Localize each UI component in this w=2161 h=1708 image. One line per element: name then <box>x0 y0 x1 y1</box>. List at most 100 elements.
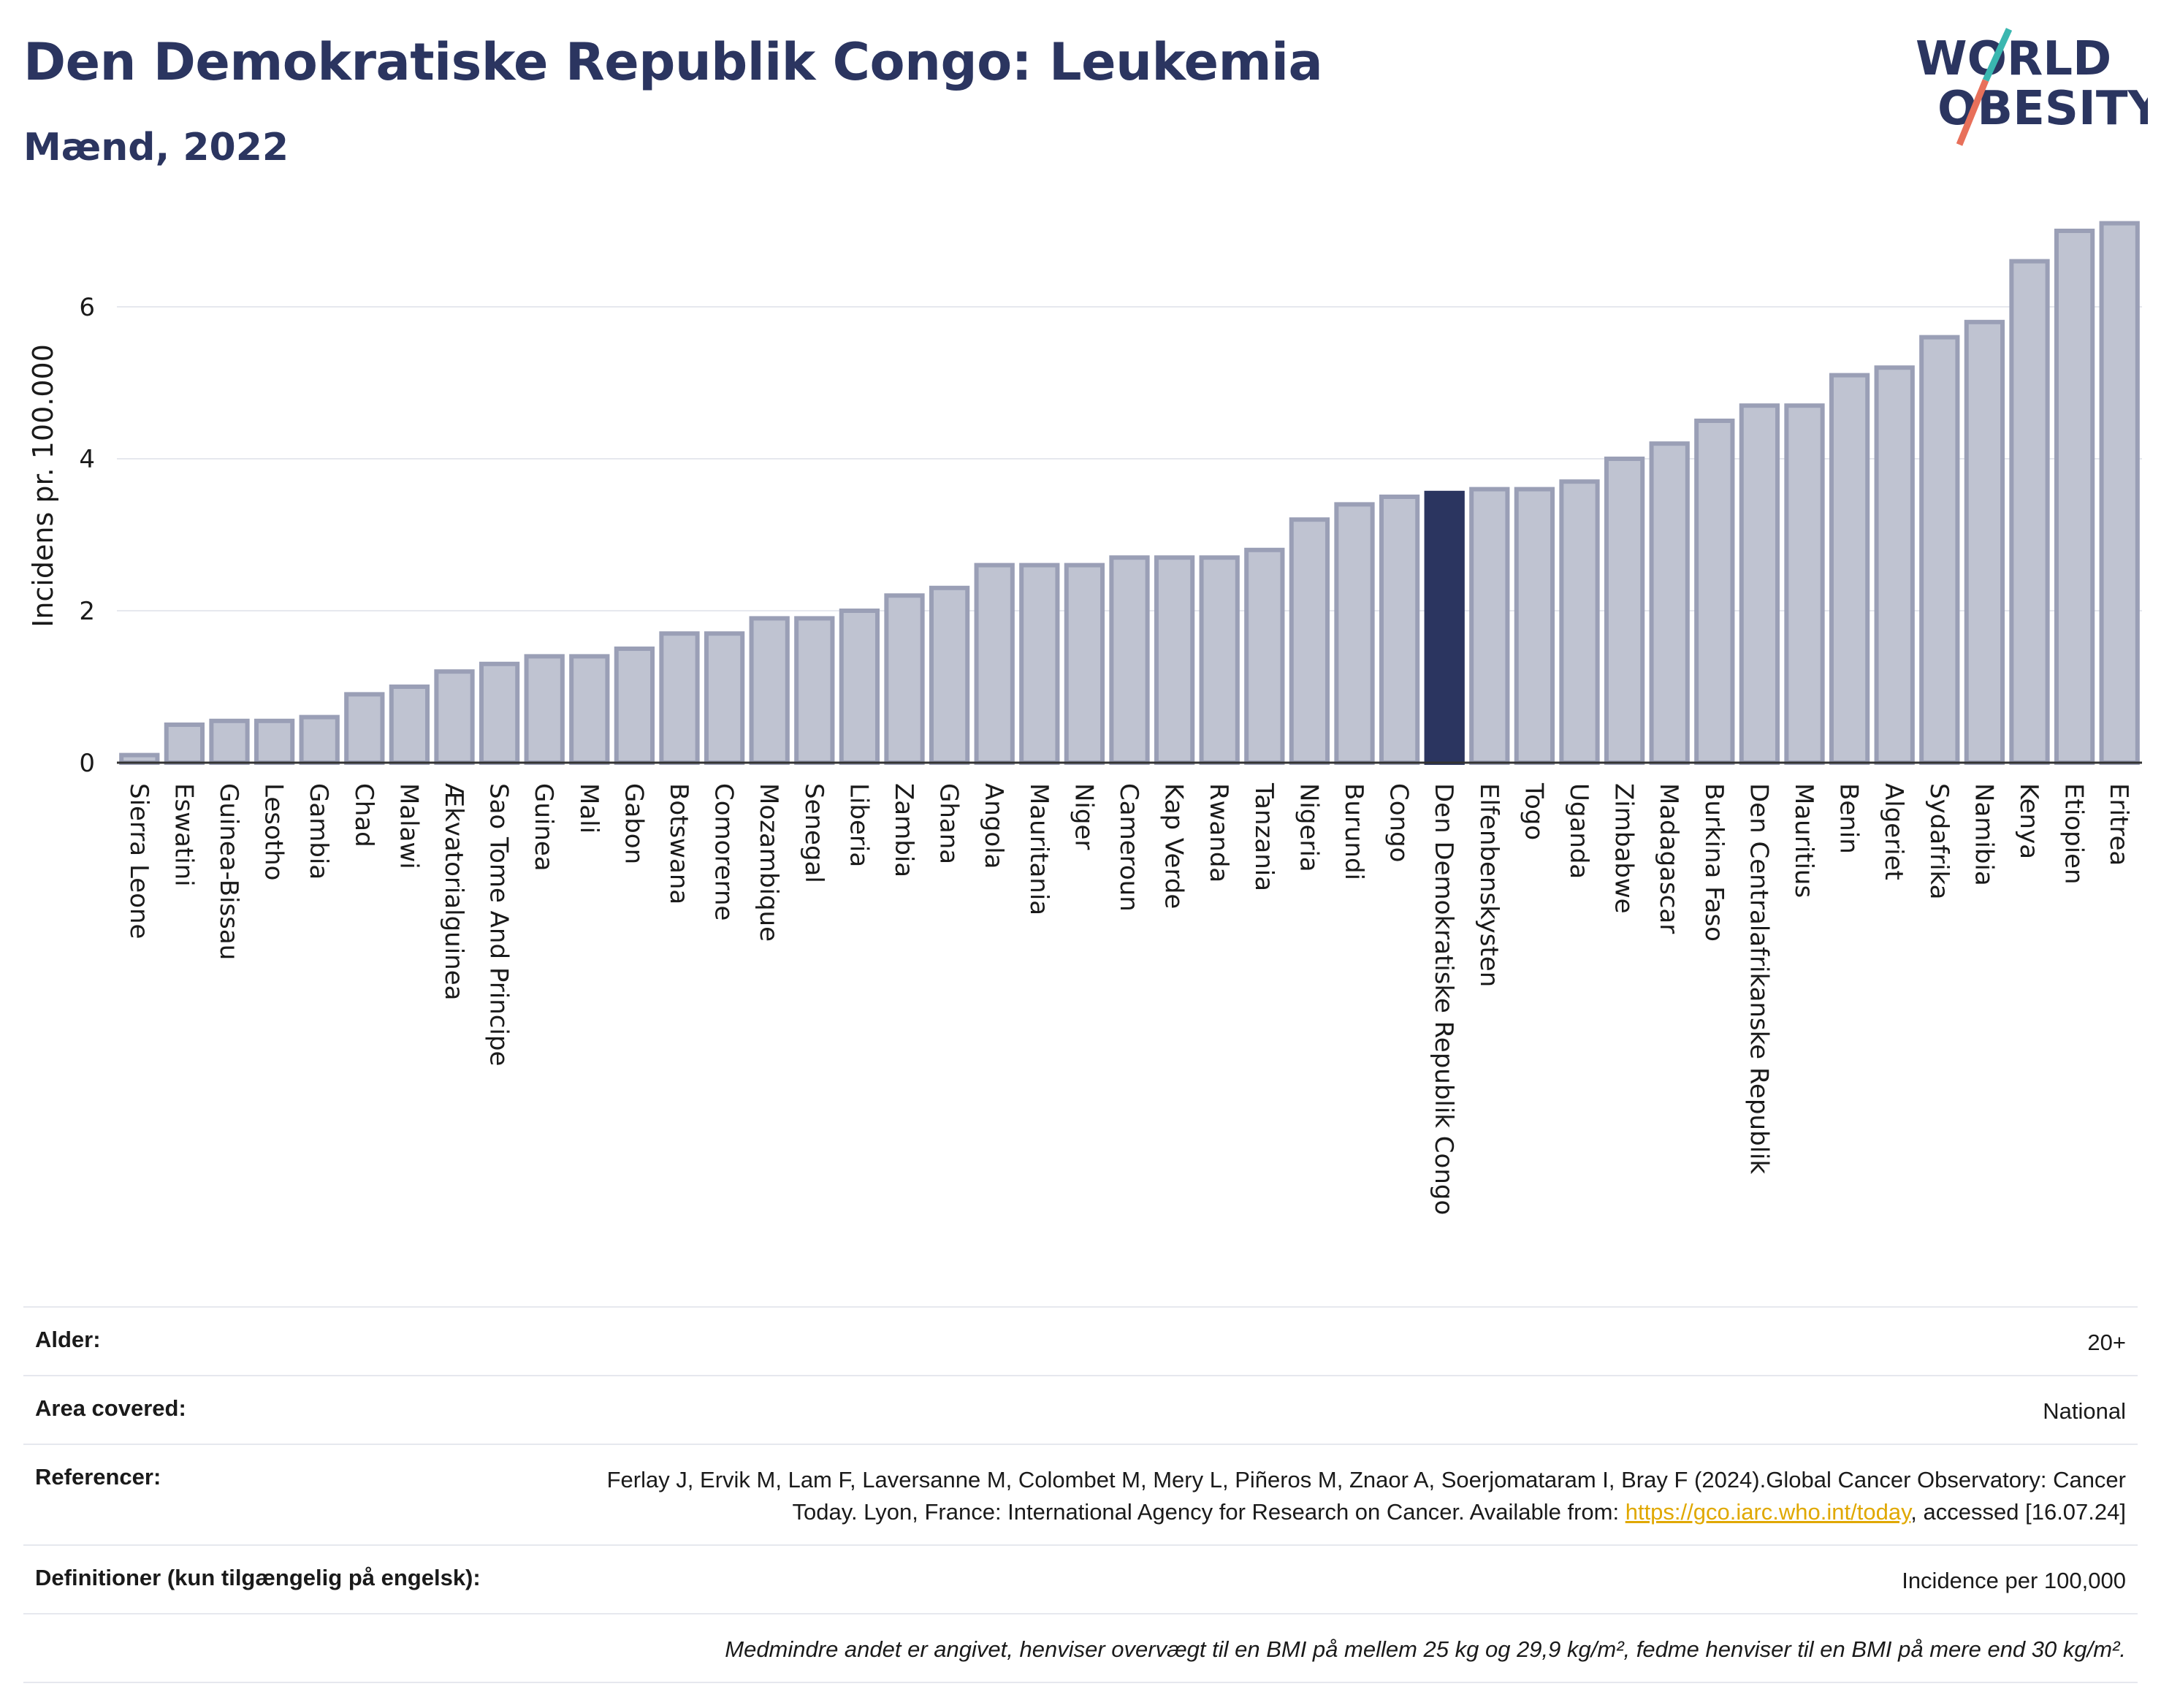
references-text: Ferlay J, Ervik M, Lam F, Laversanne M, … <box>606 1467 2126 1525</box>
bar <box>1649 441 1690 765</box>
definitions-row: Definitioner (kun tilgængelig på engelsk… <box>23 1544 2138 1613</box>
bar <box>2099 221 2140 766</box>
x-tick-label: Den Demokratiske Republik Congo <box>1429 783 1458 1215</box>
x-tick-label: Gambia <box>304 783 333 880</box>
y-axis-label: Incidens pr. 100.000 <box>27 344 59 628</box>
x-tick-label: Mali <box>574 783 603 834</box>
definitions-label: Definitioner (kun tilgængelig på engelsk… <box>35 1565 481 1590</box>
bar <box>1244 547 1285 765</box>
x-tick-label: Etiopien <box>2059 783 2089 885</box>
bar <box>1469 487 1510 765</box>
x-tick-label: Togo <box>1519 782 1548 840</box>
bar <box>704 631 745 766</box>
info-table: Alder: 20+ Area covered: National Refere… <box>23 1306 2138 1683</box>
bar <box>1379 495 1420 765</box>
y-tick-label: 6 <box>79 293 95 322</box>
bar <box>119 752 160 765</box>
x-tick-label: Mauritania <box>1024 783 1053 915</box>
x-tick-label: Zambia <box>889 783 918 877</box>
bar <box>389 685 430 765</box>
x-tick-label: Benin <box>1834 783 1864 854</box>
x-tick-label: Senegal <box>799 783 828 883</box>
bar <box>659 631 700 766</box>
y-tick-labels: 0 2 4 6 <box>79 293 95 778</box>
x-tick-label: Elfenbenskysten <box>1474 783 1503 987</box>
bar <box>1829 373 1870 765</box>
y-tick-label: 2 <box>79 597 95 626</box>
x-tick-label: Tanzania <box>1249 782 1278 891</box>
references-link[interactable]: https://gco.iarc.who.int/today <box>1625 1499 1911 1525</box>
bar <box>2009 259 2050 766</box>
x-tick-label: Cameroun <box>1114 783 1143 912</box>
age-label: Alder: <box>35 1327 101 1352</box>
x-tick-label: Sierra Leone <box>124 783 153 939</box>
y-tick-label: 0 <box>79 749 95 778</box>
x-tick-label: Den Centralafrikanske Republik <box>1744 783 1773 1174</box>
bar <box>1154 555 1195 765</box>
x-tick-label: Kap Verde <box>1159 783 1189 909</box>
x-tick-label: Congo <box>1384 783 1414 862</box>
bar <box>1559 479 1600 765</box>
x-tick-labels: Sierra Leone Eswatini Guinea-Bissau Lesotho… <box>124 782 2133 1215</box>
definitions-value: Incidence per 100,000 <box>1902 1568 2126 1593</box>
bar <box>1019 563 1060 765</box>
bar <box>929 585 970 765</box>
x-tick-label: Comorerne <box>709 783 739 920</box>
bar <box>164 723 205 765</box>
references-row: Referencer: Ferlay J, Ervik M, Lam F, La… <box>23 1444 2138 1544</box>
note-row: Medmindre andet er angivet, henviser ove… <box>23 1613 2138 1683</box>
bar-highlight <box>1424 490 1465 765</box>
x-tick-label: Niger <box>1069 783 1098 850</box>
bar <box>524 654 565 766</box>
x-tick-label: Mozambique <box>754 783 783 942</box>
bar <box>1199 555 1240 765</box>
x-tick-label: Ækvatorialguinea <box>439 783 468 1000</box>
x-tick-label: Eritrea <box>2104 783 2133 866</box>
x-tick-label: Guinea-Bissau <box>214 783 243 960</box>
y-tick-label: 4 <box>79 445 95 474</box>
x-tick-label: Angola <box>979 783 1008 869</box>
x-tick-label: Algeriet <box>1879 783 1908 880</box>
chart-title: Den Demokratiske Republik Congo: Leukemi… <box>23 32 1323 92</box>
bar <box>1109 555 1150 765</box>
x-tick-label: Burkina Faso <box>1699 783 1729 942</box>
logo-text-world: WORLD <box>1916 32 2111 86</box>
bar <box>1919 335 1960 766</box>
bar <box>749 616 790 766</box>
bar <box>209 718 250 765</box>
bar <box>254 718 295 765</box>
bar <box>1604 457 1645 765</box>
x-tick-label: Guinea <box>529 783 558 872</box>
x-tick-label: Zimbabwe <box>1609 783 1639 914</box>
x-tick-label: Ghana <box>934 783 964 864</box>
x-tick-label: Sydafrika <box>1924 783 1954 899</box>
references-value: Ferlay J, Ervik M, Lam F, Laversanne M, … <box>563 1464 2126 1528</box>
bar <box>1514 487 1555 765</box>
x-tick-label: Liberia <box>844 783 873 867</box>
bar <box>839 609 880 765</box>
bar <box>344 692 385 766</box>
x-tick-label: Madagascar <box>1654 783 1683 934</box>
bar <box>299 714 340 765</box>
area-label: Area covered: <box>35 1395 186 1421</box>
x-tick-label: Mauritius <box>1789 783 1818 898</box>
bar <box>2054 229 2095 765</box>
bar-chart: 0 2 4 6 Sierra Leone Eswatini Guinea-Bissau Le… <box>27 221 2142 1215</box>
logo-slash-bottom <box>1956 79 1989 146</box>
bar <box>1334 502 1375 766</box>
x-tick-label: Malawi <box>394 783 423 869</box>
bar <box>569 654 610 766</box>
bar <box>794 616 835 766</box>
bar <box>1874 365 1915 765</box>
bar <box>479 661 520 765</box>
x-tick-label: Sao Tome And Principe <box>484 783 514 1066</box>
x-tick-label: Botswana <box>664 783 693 904</box>
bar <box>434 669 475 766</box>
bar <box>1694 419 1735 765</box>
x-tick-label: Rwanda <box>1204 783 1233 882</box>
x-tick-label: Gabon <box>619 783 648 864</box>
area-value: National <box>2043 1398 2126 1424</box>
bar <box>1064 563 1105 765</box>
bars <box>119 221 2140 766</box>
logo-slash-top <box>1982 28 2013 82</box>
